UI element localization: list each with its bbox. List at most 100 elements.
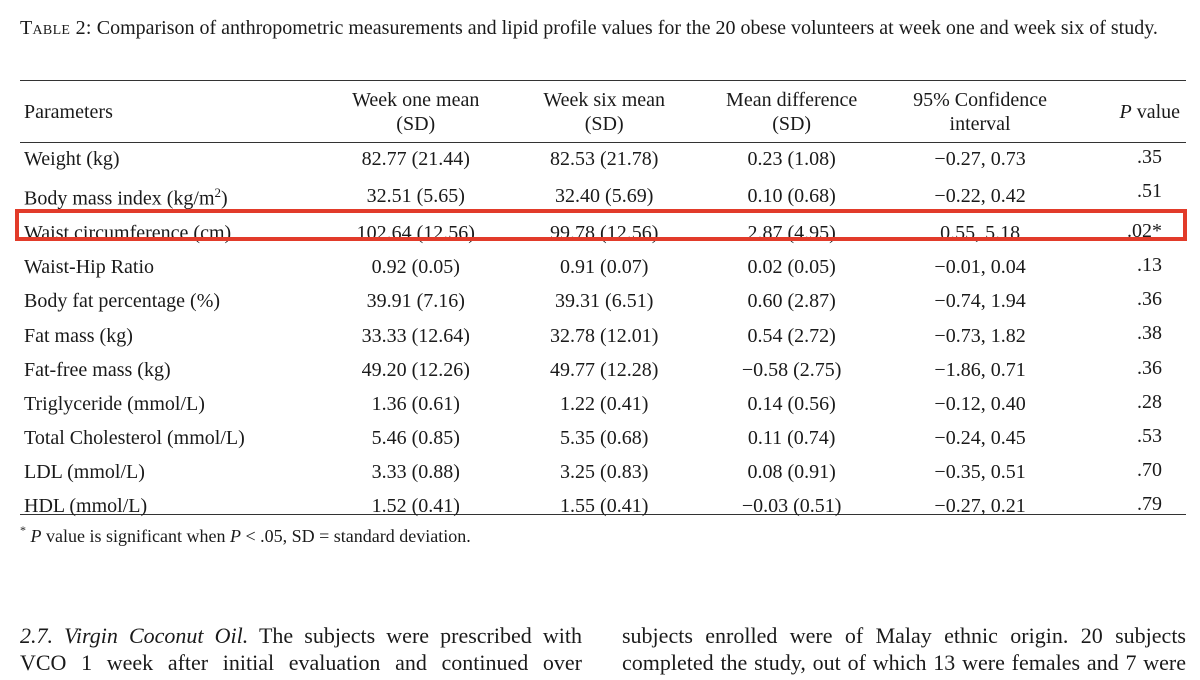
cell-week-one: 39.91 (7.16) <box>366 290 465 313</box>
cell-week-one: 3.33 (0.88) <box>371 461 460 484</box>
cell-week-six: 1.22 (0.41) <box>560 392 649 415</box>
table-caption-label: Table 2: <box>20 17 92 39</box>
table-row: Body fat percentage (%) 39.91 (7.16) 39.31… <box>20 284 1186 318</box>
cell-week-six: 39.31 (6.51) <box>555 290 654 313</box>
header-confidence-interval: 95% Confidence interval <box>913 89 1047 135</box>
table-bottom-rule <box>20 514 1186 515</box>
body-text-right-column: subjects enrolled were of Malay ethnic o… <box>622 622 1186 676</box>
table-row: Fat mass (kg) 33.33 (12.64) 32.78 (12.01) 0… <box>20 318 1186 352</box>
cell-confidence-interval: −0.27, 0.21 <box>934 495 1026 518</box>
header-week-one: Week one mean (SD) <box>352 89 480 135</box>
table-footnote: * P value is significant when P < .05, S… <box>20 523 471 546</box>
cell-week-one: 5.46 (0.85) <box>371 427 460 450</box>
cell-week-one: 82.77 (21.44) <box>361 148 470 171</box>
table-row: LDL (mmol/L) 3.33 (0.88) 3.25 (0.83) 0.08 (… <box>20 455 1186 489</box>
cell-confidence-interval: −0.73, 1.82 <box>934 324 1026 347</box>
table-row: Fat-free mass (kg) 49.20 (12.26) 49.77 (12… <box>20 353 1186 387</box>
cell-mean-difference: 2.87 (4.95) <box>747 221 836 244</box>
cell-mean-difference: 0.10 (0.68) <box>747 185 836 208</box>
cell-parameter: Body mass index (kg/m2) <box>24 185 228 210</box>
table-body: Weight (kg) 82.77 (21.44) 82.53 (21.78) 0.2… <box>20 142 1186 524</box>
cell-p-value: .36 <box>1137 356 1162 379</box>
cell-week-six: 49.77 (12.28) <box>550 358 659 381</box>
cell-confidence-interval: 0.55, 5.18 <box>940 221 1021 244</box>
body-text-line: completed the study, out of which 13 wer… <box>622 650 1186 675</box>
cell-parameter: Fat mass (kg) <box>24 324 133 347</box>
cell-confidence-interval: −0.35, 0.51 <box>934 461 1026 484</box>
table-row: HDL (mmol/L) 1.52 (0.41) 1.55 (0.41) −0.03 … <box>20 489 1186 523</box>
cell-p-value: .70 <box>1137 459 1162 482</box>
cell-parameter: Waist-Hip Ratio <box>24 256 155 279</box>
cell-parameter: Waist circumference (cm) <box>24 221 232 244</box>
cell-week-six: 1.55 (0.41) <box>560 495 649 518</box>
cell-confidence-interval: −0.12, 0.40 <box>934 392 1026 415</box>
cell-confidence-interval: −0.24, 0.45 <box>934 427 1026 450</box>
cell-confidence-interval: −0.27, 0.73 <box>934 148 1026 171</box>
table-row: Waist-Hip Ratio 0.92 (0.05) 0.91 (0.07) 0.0… <box>20 250 1186 284</box>
cell-week-six: 0.91 (0.07) <box>560 256 649 279</box>
cell-mean-difference: 0.02 (0.05) <box>747 256 836 279</box>
cell-week-six: 99.78 (12.56) <box>550 221 659 244</box>
cell-week-one: 49.20 (12.26) <box>361 358 470 381</box>
cell-week-one: 0.92 (0.05) <box>371 256 460 279</box>
cell-p-value: .28 <box>1137 390 1162 413</box>
cell-confidence-interval: −0.01, 0.04 <box>934 256 1026 279</box>
cell-mean-difference: 0.54 (2.72) <box>747 324 836 347</box>
cell-confidence-interval: −0.22, 0.42 <box>934 185 1026 208</box>
cell-p-value: .51 <box>1137 180 1162 203</box>
cell-mean-difference: 0.60 (2.87) <box>747 290 836 313</box>
cell-week-one: 1.52 (0.41) <box>371 495 460 518</box>
body-text-left-column: 2.7. Virgin Coconut Oil. The subjects we… <box>20 622 582 676</box>
cell-confidence-interval: −0.74, 1.94 <box>934 290 1026 313</box>
table-row: Total Cholesterol (mmol/L) 5.46 (0.85) 5.3… <box>20 421 1186 455</box>
cell-p-value: .35 <box>1137 146 1162 168</box>
cell-week-six: 3.25 (0.83) <box>560 461 649 484</box>
table-header-row: Parameters Week one mean (SD) Week six me… <box>20 82 1186 142</box>
cell-week-one: 102.64 (12.56) <box>356 221 475 244</box>
cell-week-six: 32.40 (5.69) <box>555 185 654 208</box>
table-header-rule <box>20 142 1186 143</box>
cell-week-one: 1.36 (0.61) <box>371 392 460 415</box>
table-row: Weight (kg) 82.77 (21.44) 82.53 (21.78) 0.2… <box>20 142 1186 176</box>
cell-mean-difference: −0.58 (2.75) <box>741 358 842 381</box>
cell-week-six: 82.53 (21.78) <box>550 148 659 171</box>
cell-p-value: .53 <box>1137 424 1162 447</box>
cell-week-one: 33.33 (12.64) <box>361 324 470 347</box>
cell-parameter: Weight (kg) <box>24 148 120 171</box>
header-p-value: P value <box>1119 101 1180 123</box>
cell-parameter: Fat-free mass (kg) <box>24 358 171 381</box>
cell-mean-difference: 0.08 (0.91) <box>747 461 836 484</box>
body-text-line: VCO 1 week after initial evaluation and … <box>20 650 582 675</box>
header-mean-difference: Mean difference (SD) <box>726 89 858 135</box>
cell-p-value: .36 <box>1137 288 1162 311</box>
cell-mean-difference: 0.23 (1.08) <box>747 148 836 171</box>
cell-parameter: Total Cholesterol (mmol/L) <box>24 427 245 450</box>
cell-week-one: 32.51 (5.65) <box>366 185 465 208</box>
cell-confidence-interval: −1.86, 0.71 <box>934 358 1026 381</box>
cell-mean-difference: −0.03 (0.51) <box>741 495 842 518</box>
cell-week-six: 5.35 (0.68) <box>560 427 649 450</box>
header-parameters: Parameters <box>24 101 113 123</box>
cell-parameter: Body fat percentage (%) <box>24 290 221 313</box>
table-row: Body mass index (kg/m2) 32.51 (5.65) 32.40… <box>20 176 1186 216</box>
cell-p-value: .79 <box>1137 493 1162 516</box>
header-week-six: Week six mean (SD) <box>543 89 666 135</box>
body-text-line: subjects enrolled were of Malay ethnic o… <box>622 623 1186 648</box>
cell-week-six: 32.78 (12.01) <box>550 324 659 347</box>
table-row: Waist circumference (cm) 102.64 (12.56) 99… <box>20 216 1186 250</box>
body-text-line: 2.7. Virgin Coconut Oil. The subjects we… <box>20 623 582 648</box>
data-table: Parameters Week one mean (SD) Week six me… <box>20 82 1186 524</box>
table-row: Triglyceride (mmol/L) 1.36 (0.61) 1.22 (0.… <box>20 387 1186 421</box>
cell-parameter: HDL (mmol/L) <box>24 495 148 518</box>
table-caption-text: Comparison of anthropometric measurement… <box>96 17 1158 39</box>
table-top-rule <box>20 80 1186 81</box>
cell-parameter: LDL (mmol/L) <box>24 461 145 484</box>
cell-p-value: .02* <box>1127 219 1162 242</box>
cell-p-value: .38 <box>1137 322 1162 345</box>
cell-mean-difference: 0.11 (0.74) <box>747 427 836 450</box>
section-title: 2.7. Virgin Coconut Oil. <box>20 623 249 648</box>
table-caption: Table 2: Comparison of anthropometric me… <box>20 16 1190 40</box>
cell-parameter: Triglyceride (mmol/L) <box>24 392 205 415</box>
cell-p-value: .13 <box>1137 254 1162 277</box>
cell-mean-difference: 0.14 (0.56) <box>747 392 836 415</box>
